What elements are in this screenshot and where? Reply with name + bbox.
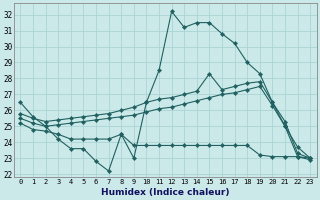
X-axis label: Humidex (Indice chaleur): Humidex (Indice chaleur) (101, 188, 229, 197)
